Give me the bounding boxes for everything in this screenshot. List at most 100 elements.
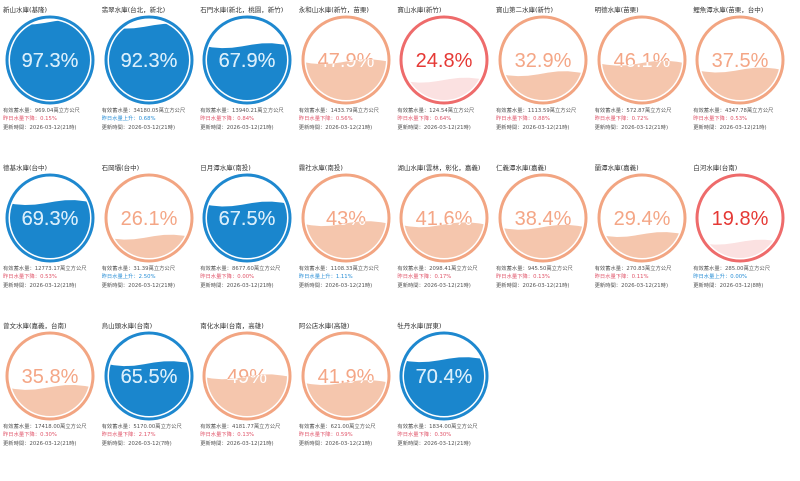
reservoir-card-6[interactable]: 寶山第二水庫(新竹) 32.9%32.9% 有效蓄水量：1113.59萬立方公尺… [496, 0, 596, 160]
gauge-svg: 67.5%67.5% [202, 173, 292, 263]
percent-label: 67.5% [219, 208, 276, 230]
reservoir-card-8[interactable]: 鯉魚潭水庫(苗栗，台中) 37.5%37.5% 有效蓄水量：4347.78萬立方… [693, 0, 793, 160]
gauge-svg: 29.4%29.4% [597, 173, 687, 263]
percent-label: 65.5% [120, 366, 177, 388]
water-level-gauge: 41.9%41.9% [301, 331, 391, 421]
effective-storage: 有效蓄水量：1108.33萬立方公尺 [298, 266, 379, 272]
daily-change: 昨日水量下降：0.00% [200, 274, 255, 281]
reservoir-card-20[interactable]: 阿公店水庫(高雄) 41.9%41.9% 有效蓄水量：621.00萬立方公尺 昨… [299, 316, 399, 476]
gauge-svg: 49%49% [202, 331, 292, 421]
reservoir-info: 有效蓄水量：1433.79萬立方公尺 昨日水量下降：0.56% 更新時間：202… [299, 107, 399, 132]
gauge-ring [104, 173, 194, 263]
reservoir-card-18[interactable]: 烏山頭水庫(台南) 65.5% 65.5% 有效蓄水量：5170.00萬立方公尺 … [102, 316, 202, 476]
gauge-ring [202, 15, 292, 105]
percent-label-overlay: 97.3% [22, 50, 79, 72]
percent-label: 37.5% [712, 50, 769, 72]
gauge-svg: 37.5%37.5% [695, 15, 785, 105]
daily-change: 昨日水量下降：0.59% [298, 432, 353, 439]
water-level-gauge: 67.9% 67.9% [202, 15, 292, 105]
reservoir-card-19[interactable]: 南化水庫(台南，高雄) 49% 49% 有效蓄水量：4181.77萬立方公尺 昨日… [200, 316, 300, 476]
reservoir-card-21[interactable]: 牡丹水庫(屏東) 70.4% 70.4% 有效蓄水量：1834.00萬立方公尺 昨… [397, 316, 497, 476]
reservoir-card-12[interactable]: 霧社水庫(南投) 43%43% 有效蓄水量：1108.33萬立方公尺 昨日水量上… [299, 158, 399, 318]
water-level-gauge: 92.3% 92.3% [104, 15, 194, 105]
reservoir-info: 有效蓄水量：2098.41萬立方公尺 昨日水量下降：0.17% 更新時間：202… [397, 265, 497, 290]
percent-label-overlay: 41.6% [416, 208, 473, 230]
daily-change: 昨日水量上升：0.68% [101, 116, 156, 123]
reservoir-card-11[interactable]: 日月潭水庫(南投) 67.5% 67.5% 有效蓄水量：8677.60萬立方公尺 … [200, 158, 300, 318]
reservoir-card-4[interactable]: 永和山水庫(新竹，苗栗) 47.9%47.9% 有效蓄水量：1433.79萬立方… [299, 0, 399, 160]
reservoir-card-16[interactable]: 白河水庫(台南) 19.8%19.8% 有效蓄水量：285.00萬立方公尺 昨日… [693, 158, 793, 318]
reservoir-info: 有效蓄水量：5170.00萬立方公尺 昨日水量下降：2.17% 更新時間：202… [102, 423, 202, 448]
reservoir-card-3[interactable]: 石門水庫(新北，桃園，新竹) 67.9% 67.9% 有效蓄水量：13940.21… [200, 0, 300, 160]
reservoir-info: 有效蓄水量：124.54萬立方公尺 昨日水量下降：0.64% 更新時間：2026… [397, 107, 497, 132]
water-level-gauge: 41.6%41.6% [399, 173, 489, 263]
water-level-gauge: 24.8%24.8% [399, 15, 489, 105]
water-level-gauge: 37.5%37.5% [695, 15, 785, 105]
daily-change: 昨日水量下降：0.13% [496, 274, 550, 281]
effective-storage: 有效蓄水量：1113.59萬立方公尺 [496, 108, 577, 114]
reservoir-card-14[interactable]: 仁義潭水庫(嘉義) 38.4%38.4% 有效蓄水量：945.50萬立方公尺 昨… [496, 158, 596, 318]
gauge-ring [301, 331, 391, 421]
gauge-ring [399, 173, 489, 263]
percent-label-overlay: 46.1% [613, 50, 670, 72]
percent-label-overlay: 43% [326, 208, 366, 230]
reservoir-info: 有效蓄水量：12773.17萬立方公尺 昨日水量下降：0.53% 更新時間：20… [3, 265, 103, 290]
reservoir-card-15[interactable]: 蘭潭水庫(嘉義) 29.4%29.4% 有效蓄水量：270.83萬立方公尺 昨日… [595, 158, 695, 318]
reservoir-info: 有效蓄水量：1113.59萬立方公尺 昨日水量下降：0.88% 更新時間：202… [496, 107, 596, 132]
water-level-gauge: 70.4% 70.4% [399, 331, 489, 421]
percent-label: 19.8% [712, 208, 769, 230]
reservoir-info: 有效蓄水量：1108.33萬立方公尺 昨日水量上升：1.11% 更新時間：202… [299, 265, 399, 290]
water-level-gauge: 49% 49% [202, 331, 292, 421]
update-time: 更新時間：2026-03-12(21時) [397, 440, 471, 447]
percent-label: 67.9% [219, 50, 276, 72]
reservoir-name: 南化水庫(台南，高雄) [200, 322, 264, 330]
effective-storage: 有效蓄水量：1834.00萬立方公尺 [397, 424, 478, 430]
effective-storage: 有效蓄水量：34180.05萬立方公尺 [101, 108, 186, 114]
update-time: 更新時間：2026-03-12(21時) [496, 282, 570, 289]
daily-change: 昨日水量下降：0.84% [200, 116, 255, 123]
reservoir-name: 烏山頭水庫(台南) [101, 322, 153, 330]
effective-storage: 有效蓄水量：621.00萬立方公尺 [298, 424, 376, 430]
percent-label-overlay: 67.9% [219, 50, 276, 72]
reservoir-card-17[interactable]: 曾文水庫(嘉義，台南) 35.8%35.8% 有效蓄水量：17418.00萬立方… [3, 316, 103, 476]
water-level-gauge: 43%43% [301, 173, 391, 263]
water-level-gauge: 32.9%32.9% [498, 15, 588, 105]
gauge-svg: 65.5%65.5% [104, 331, 194, 421]
reservoir-name: 德基水庫(台中) [3, 164, 48, 172]
reservoir-info: 有效蓄水量：31.39萬立方公尺 昨日水量上升：2.50% 更新時間：2026-… [102, 265, 202, 290]
gauge-svg: 97.3%97.3% [5, 15, 95, 105]
gauge-svg: 35.8%35.8% [5, 331, 95, 421]
gauge-ring [597, 15, 687, 105]
reservoir-card-2[interactable]: 翡翠水庫(台北，新北) 92.3% 92.3% 有效蓄水量：34180.05萬立方… [102, 0, 202, 160]
percent-label-overlay: 38.4% [515, 208, 572, 230]
reservoir-card-13[interactable]: 湖山水庫(雲林，彰化，嘉義) 41.6%41.6% 有效蓄水量：2098.41萬… [397, 158, 497, 318]
gauge-svg: 41.9%41.9% [301, 331, 391, 421]
gauge-ring [695, 173, 785, 263]
water-level-gauge: 38.4%38.4% [498, 173, 588, 263]
reservoir-card-1[interactable]: 新山水庫(基隆) 97.3% 97.3% 有效蓄水量：969.04萬立方公尺 昨日… [3, 0, 103, 160]
reservoir-info: 有效蓄水量：969.04萬立方公尺 昨日水量下降：0.15% 更新時間：2026… [3, 107, 103, 132]
gauge-ring [202, 173, 292, 263]
water-level-gauge: 67.5% 67.5% [202, 173, 292, 263]
gauge-svg: 70.4%70.4% [399, 331, 489, 421]
gauge-svg: 32.9%32.9% [498, 15, 588, 105]
reservoir-name: 仁義潭水庫(嘉義) [496, 164, 547, 172]
reservoir-card-10[interactable]: 石岡壩(台中) 26.1%26.1% 有效蓄水量：31.39萬立方公尺 昨日水量… [102, 158, 202, 318]
percent-label: 41.6% [416, 208, 473, 230]
gauge-svg: 67.9%67.9% [202, 15, 292, 105]
reservoir-card-9[interactable]: 德基水庫(台中) 69.3% 69.3% 有效蓄水量：12773.17萬立方公尺 … [3, 158, 103, 318]
update-time: 更新時間：2026-03-12(21時) [693, 124, 767, 131]
reservoir-card-5[interactable]: 寶山水庫(新竹) 24.8%24.8% 有效蓄水量：124.54萬立方公尺 昨日… [397, 0, 497, 160]
daily-change: 昨日水量下降：0.11% [594, 274, 649, 281]
water-level-gauge: 29.4%29.4% [597, 173, 687, 263]
reservoir-card-7[interactable]: 明德水庫(苗栗) 46.1%46.1% 有效蓄水量：572.87萬立方公尺 昨日… [595, 0, 695, 160]
water-fill [503, 224, 583, 258]
percent-label: 49% [227, 366, 267, 388]
effective-storage: 有效蓄水量：270.83萬立方公尺 [594, 266, 672, 272]
percent-label: 46.1% [613, 50, 670, 72]
gauge-svg: 24.8%24.8% [399, 15, 489, 105]
effective-storage: 有效蓄水量：124.54萬立方公尺 [397, 108, 475, 114]
gauge-svg: 43%43% [301, 173, 391, 263]
effective-storage: 有效蓄水量：1433.79萬立方公尺 [298, 108, 379, 114]
